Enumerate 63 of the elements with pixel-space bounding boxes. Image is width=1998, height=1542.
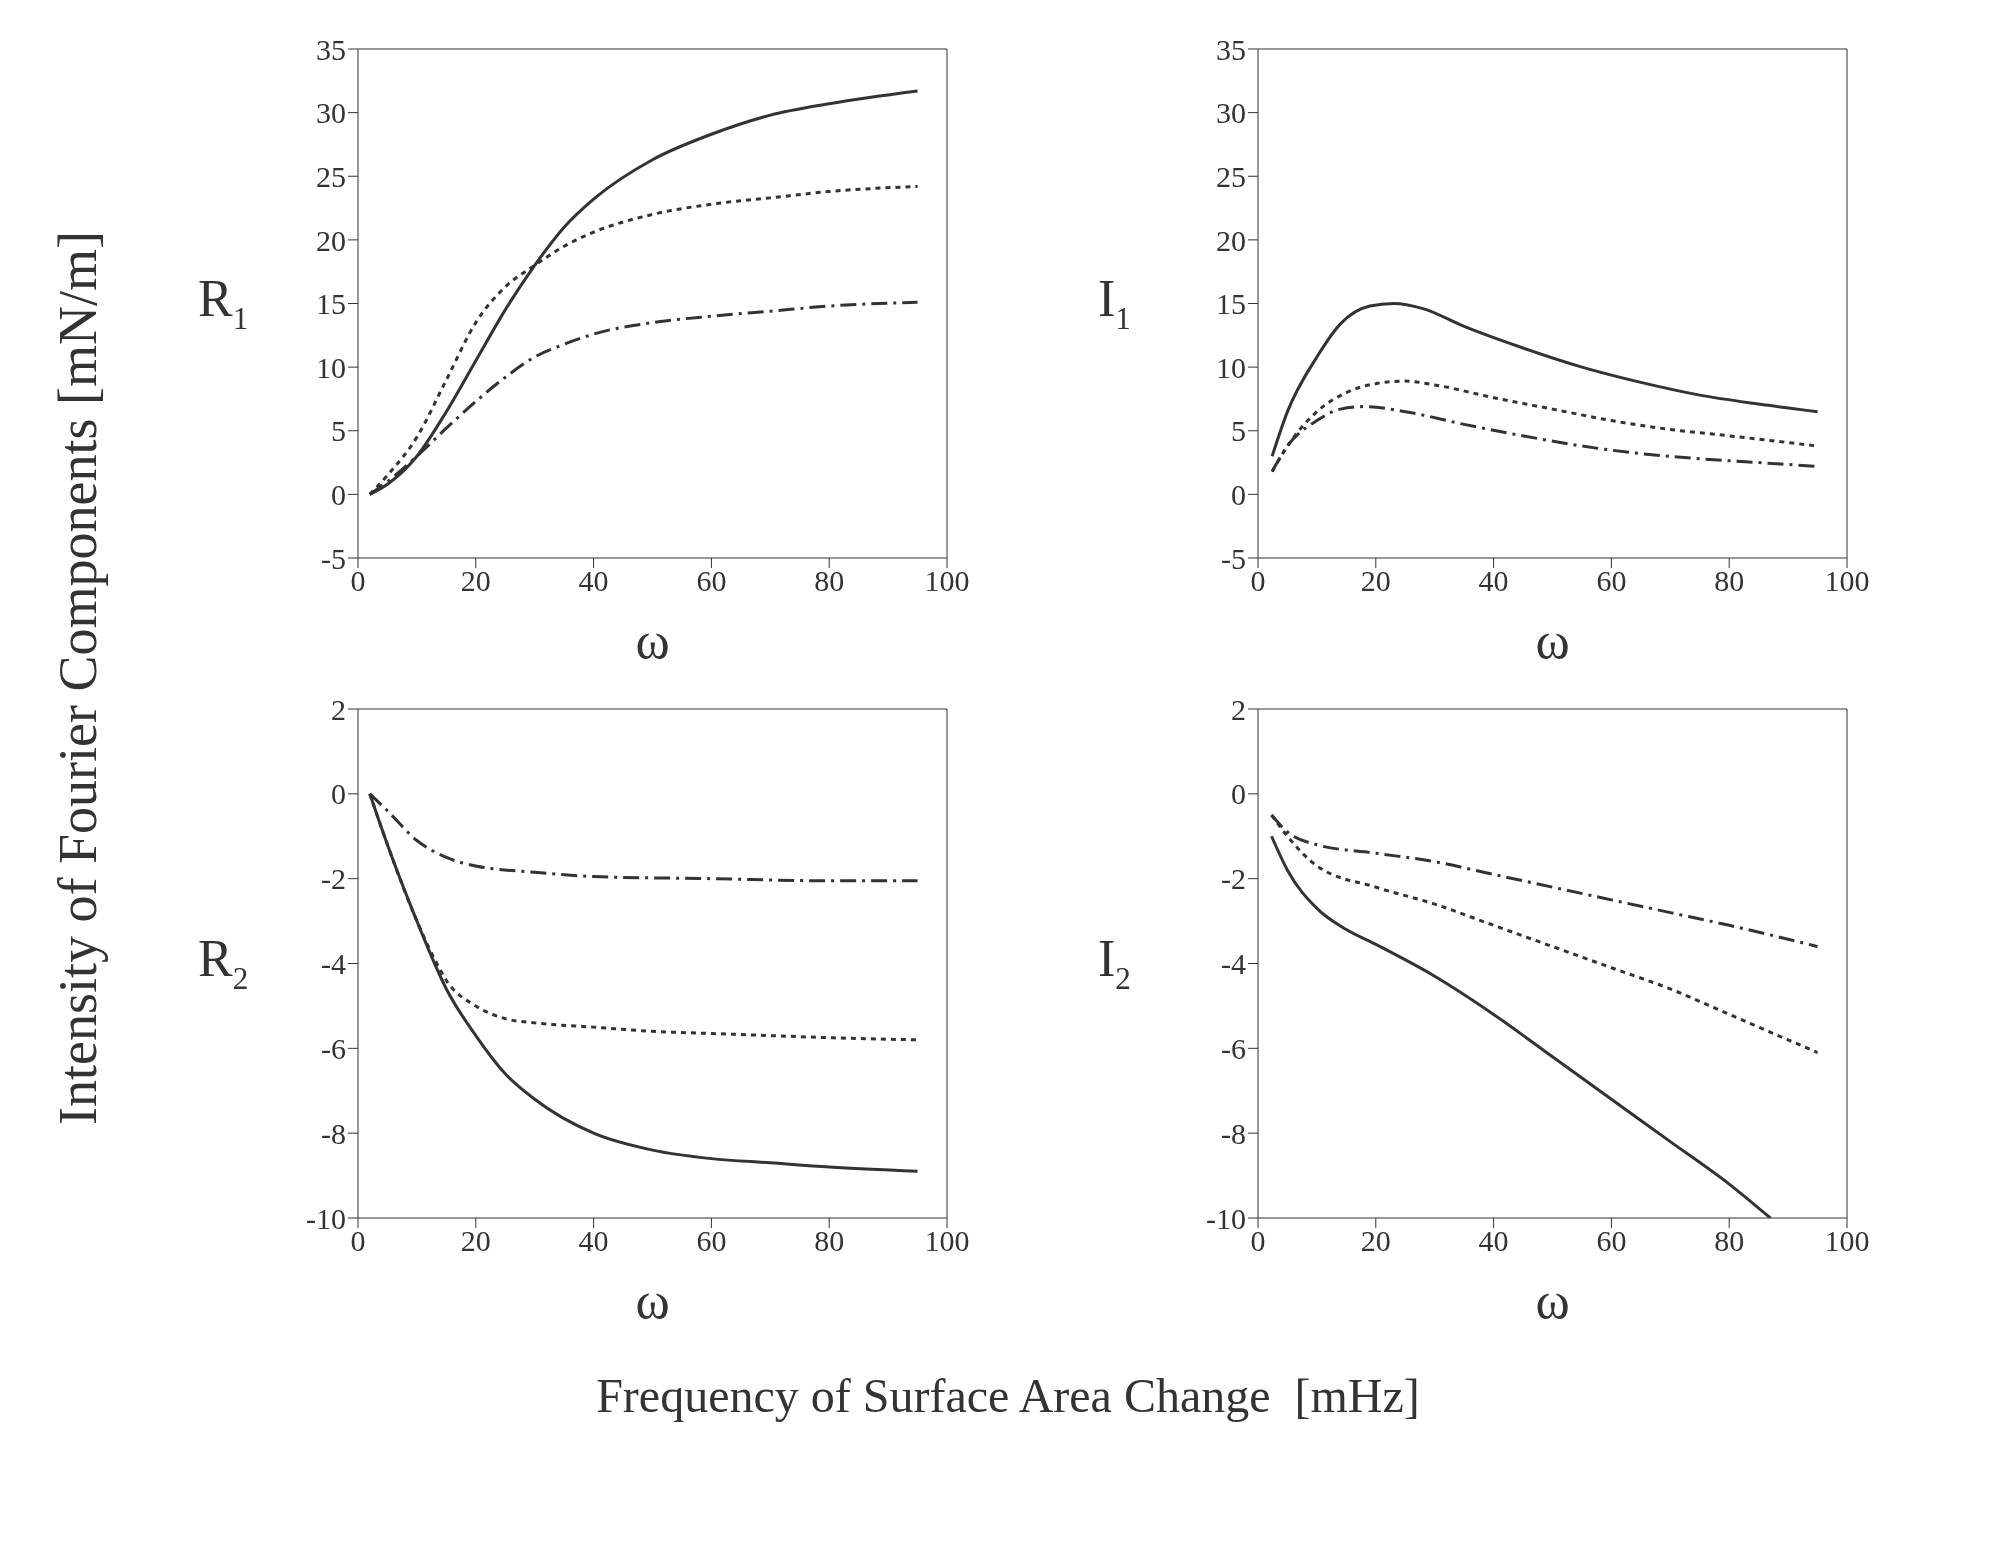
x-tick-label: 60 <box>696 1224 727 1258</box>
x-tick-label: 40 <box>1478 564 1509 598</box>
y-tick-label: 15 <box>316 287 346 321</box>
y-tick-label: 20 <box>1216 223 1246 257</box>
x-tick-label: 60 <box>1596 564 1627 598</box>
y-tick-label: -2 <box>321 862 346 896</box>
x-tick-label: 80 <box>1714 1224 1745 1258</box>
y-tick-label: 10 <box>316 350 346 384</box>
y-tick-label: -8 <box>1221 1116 1246 1150</box>
x-tick-label: 100 <box>924 1224 970 1258</box>
y-tick-label: 2 <box>331 692 346 726</box>
y-tick-label: 10 <box>1216 350 1246 384</box>
y-tick-label: -5 <box>321 541 346 575</box>
y-tick-label: -8 <box>321 1116 346 1150</box>
x-tick-label: 20 <box>1360 564 1391 598</box>
line-series <box>1270 302 1820 458</box>
y-tick-label: 0 <box>331 777 346 811</box>
x-axis-title: ω <box>635 612 670 669</box>
x-tick-label: 60 <box>696 564 727 598</box>
x-tick-label: 20 <box>1360 1224 1391 1258</box>
x-tick-label: 60 <box>1596 1224 1627 1258</box>
x-tick-label: 40 <box>578 564 609 598</box>
x-tick-label: 80 <box>814 564 845 598</box>
x-tick-label: 20 <box>460 1224 491 1258</box>
y-tick-label: -6 <box>1221 1031 1246 1065</box>
y-tick-label: 15 <box>1216 287 1246 321</box>
y-axis-title: R$_{2}$ <box>198 929 249 996</box>
x-tick-label: 40 <box>1478 1224 1509 1258</box>
y-tick-label: 0 <box>331 478 346 512</box>
y-tick-label: -6 <box>321 1031 346 1065</box>
x-tick-label: 100 <box>1824 564 1870 598</box>
x-tick-label: 100 <box>924 564 970 598</box>
text: Frequency of Surface Area Change [mHz] <box>595 1368 1421 1423</box>
x-tick-label: 80 <box>1714 564 1745 598</box>
y-axis-title: I$_{2}$ <box>1098 929 1131 996</box>
text: Intensity of Fourier Components [mN/m] <box>47 231 109 1125</box>
y-axis-title: I$_{1}$ <box>1098 269 1131 336</box>
y-tick-label: -10 <box>1206 1201 1246 1235</box>
y-tick-label: 2 <box>1231 692 1246 726</box>
x-axis-title: ω <box>1535 1272 1570 1329</box>
y-tick-label: -4 <box>321 947 346 981</box>
y-tick-label: 20 <box>316 223 346 257</box>
y-tick-label: -2 <box>1221 862 1246 896</box>
y-tick-label: -4 <box>1221 947 1246 981</box>
y-tick-label: 0 <box>1231 777 1246 811</box>
y-axis-title: R$_{1}$ <box>198 269 249 336</box>
y-tick-label: -10 <box>306 1201 346 1235</box>
x-axis-title: ω <box>1535 612 1570 669</box>
y-tick-label: 5 <box>1231 414 1246 448</box>
x-tick-label: 20 <box>460 564 491 598</box>
y-tick-label: 25 <box>316 159 346 193</box>
y-tick-label: 0 <box>1231 478 1246 512</box>
y-tick-label: 35 <box>316 32 346 66</box>
y-tick-label: 25 <box>1216 159 1246 193</box>
x-tick-label: 40 <box>578 1224 609 1258</box>
x-axis-title: ω <box>635 1272 670 1329</box>
x-tick-label: 100 <box>1824 1224 1870 1258</box>
y-tick-label: 35 <box>1216 32 1246 66</box>
y-tick-label: 5 <box>331 414 346 448</box>
y-tick-label: 30 <box>1216 96 1246 130</box>
y-tick-label: 30 <box>316 96 346 130</box>
x-tick-label: 80 <box>814 1224 845 1258</box>
y-tick-label: -5 <box>1221 541 1246 575</box>
